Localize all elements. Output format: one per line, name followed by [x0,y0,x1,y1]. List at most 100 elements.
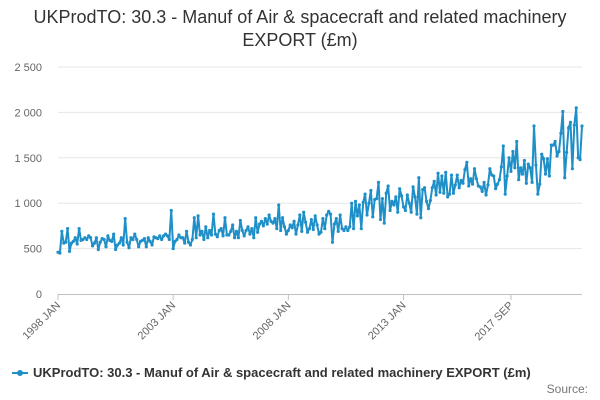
data-point[interactable] [240,228,244,233]
data-point[interactable] [234,229,239,233]
data-point[interactable] [384,191,388,195]
data-point[interactable] [570,167,575,171]
data-point[interactable] [144,245,148,249]
data-point[interactable] [555,154,559,158]
data-point[interactable] [146,236,150,240]
data-point[interactable] [376,180,381,184]
data-point[interactable] [338,213,342,217]
data-point[interactable] [198,233,202,237]
data-point[interactable] [89,236,93,240]
data-point[interactable] [204,225,208,229]
data-point[interactable] [265,222,269,226]
data-point[interactable] [221,234,225,238]
data-point[interactable] [300,229,304,233]
data-point[interactable] [119,236,123,240]
data-point[interactable] [209,233,214,237]
data-point[interactable] [557,149,561,154]
data-point[interactable] [399,194,404,198]
data-point[interactable] [75,242,79,246]
data-point[interactable] [375,197,379,201]
data-point[interactable] [346,228,350,233]
data-point[interactable] [71,239,75,243]
legend[interactable]: UKProdTO: 30.3 - Manuf of Air & spacecra… [12,365,531,380]
data-point[interactable] [208,228,212,233]
data-point[interactable] [467,184,471,188]
data-point[interactable] [280,216,285,220]
data-point[interactable] [367,201,371,205]
data-point[interactable] [259,219,264,223]
data-point[interactable] [520,172,525,176]
data-point[interactable] [534,163,538,167]
data-point[interactable] [261,224,265,228]
data-point[interactable] [413,195,417,199]
data-point[interactable] [271,221,275,225]
data-point[interactable] [446,195,450,199]
data-point[interactable] [309,217,313,222]
data-point[interactable] [474,177,479,181]
data-point[interactable] [348,225,352,229]
data-point[interactable] [284,232,289,236]
data-point[interactable] [288,223,292,227]
data-point[interactable] [104,245,108,249]
data-point[interactable] [73,236,77,240]
data-point[interactable] [125,240,129,244]
data-point[interactable] [328,212,333,216]
data-point[interactable] [171,247,175,251]
data-point[interactable] [192,216,196,220]
data-point[interactable] [263,217,267,221]
data-point[interactable] [290,226,294,230]
data-point[interactable] [572,123,576,127]
data-point[interactable] [131,237,135,242]
data-point[interactable] [432,179,436,184]
data-point[interactable] [501,144,505,148]
data-point[interactable] [394,195,398,199]
data-point[interactable] [229,229,233,233]
data-point[interactable] [453,183,457,187]
data-point[interactable] [518,166,523,170]
data-point[interactable] [294,232,298,236]
data-point[interactable] [181,236,185,240]
data-point[interactable] [254,216,258,220]
data-point[interactable] [542,157,546,161]
data-point[interactable] [378,217,383,222]
data-point[interactable] [365,213,369,217]
data-point[interactable] [565,150,569,154]
data-point[interactable] [532,124,536,128]
data-point[interactable] [190,237,194,242]
data-point[interactable] [344,225,348,229]
data-point[interactable] [507,156,511,160]
data-point[interactable] [536,192,540,196]
data-point[interactable] [177,233,181,237]
data-point[interactable] [127,246,131,250]
data-point[interactable] [497,177,502,182]
data-point[interactable] [92,241,97,245]
data-point[interactable] [357,203,361,207]
data-point[interactable] [390,199,394,203]
data-point[interactable] [296,223,300,227]
data-point[interactable] [135,237,139,242]
data-point[interactable] [480,189,484,193]
data-point[interactable] [578,158,582,162]
data-point[interactable] [363,192,367,196]
data-point[interactable] [257,222,262,226]
data-point[interactable] [325,213,329,217]
data-point[interactable] [447,192,452,196]
data-point[interactable] [117,241,122,245]
data-point[interactable] [66,227,70,231]
data-point[interactable] [574,106,578,110]
data-point[interactable] [461,181,465,185]
data-point[interactable] [160,237,164,242]
data-point[interactable] [311,227,315,232]
data-point[interactable] [543,172,548,176]
data-point[interactable] [167,237,171,242]
data-point[interactable] [148,239,152,243]
data-point[interactable] [227,233,231,237]
data-point[interactable] [492,174,496,178]
data-point[interactable] [359,227,363,231]
data-point[interactable] [121,243,125,247]
data-point[interactable] [505,174,509,178]
data-point[interactable] [540,152,544,156]
data-point[interactable] [478,185,482,189]
data-point[interactable] [110,239,114,243]
data-point[interactable] [213,232,217,236]
